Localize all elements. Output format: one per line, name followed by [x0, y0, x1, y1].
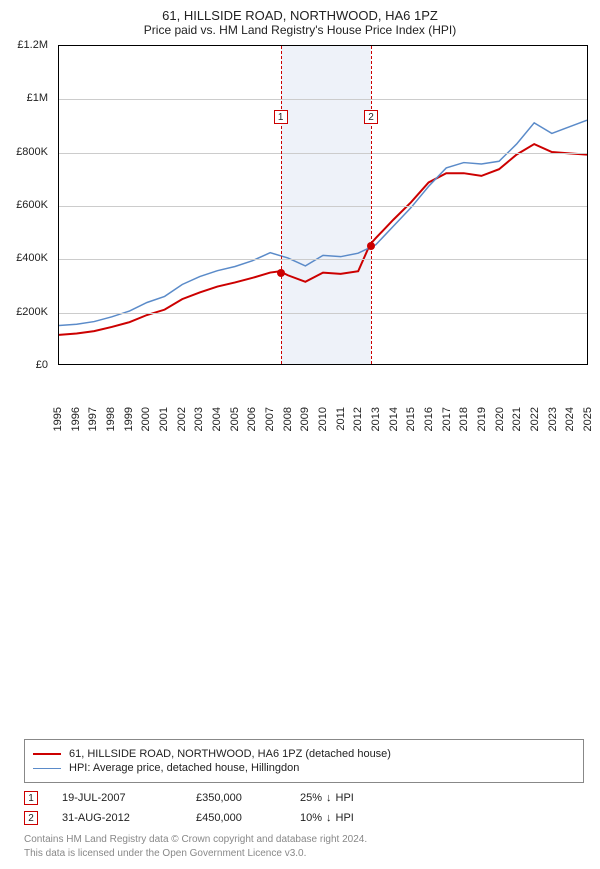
x-tick-label: 2011 — [335, 407, 347, 431]
x-tick-label: 2013 — [370, 407, 382, 431]
x-tick-label: 2003 — [193, 407, 205, 431]
event-badge: 1 — [274, 110, 288, 124]
event-date: 31-AUG-2012 — [62, 812, 172, 824]
y-tick-label: £200K — [16, 306, 48, 318]
x-axis-labels: 1995199619971998199920002001200220032004… — [58, 365, 588, 411]
x-tick-label: 2007 — [264, 407, 276, 431]
y-axis-labels: £0£200K£400K£600K£800K£1M£1.2M — [10, 45, 52, 365]
legend-label: HPI: Average price, detached house, Hill… — [69, 762, 299, 774]
footer-line-2: This data is licensed under the Open Gov… — [24, 847, 584, 861]
x-tick-label: 1997 — [87, 407, 99, 431]
x-tick-label: 2023 — [547, 407, 559, 431]
event-row: 1 19-JUL-2007 £350,000 25% ↓ HPI — [24, 791, 584, 805]
chart-area: £0£200K£400K£600K£800K£1M£1.2M 12 199519… — [10, 45, 590, 365]
series-hpi — [59, 120, 587, 325]
event-date: 19-JUL-2007 — [62, 792, 172, 804]
event-row: 2 31-AUG-2012 £450,000 10% ↓ HPI — [24, 811, 584, 825]
event-diff: 25% ↓ HPI — [300, 792, 354, 804]
x-tick-label: 1998 — [105, 407, 117, 431]
x-tick-label: 2008 — [282, 407, 294, 431]
event-diff-suffix: HPI — [336, 812, 354, 824]
events-table: 1 19-JUL-2007 £350,000 25% ↓ HPI 2 31-AUG-2012 £… — [24, 791, 584, 825]
plot-area: 12 — [58, 45, 588, 365]
event-marker-dot — [277, 269, 285, 277]
x-tick-label: 2024 — [564, 407, 576, 431]
x-tick-label: 2019 — [476, 407, 488, 431]
x-tick-label: 2010 — [317, 407, 329, 431]
line-series-svg — [59, 46, 587, 364]
x-tick-label: 1996 — [70, 407, 82, 431]
footer-line-1: Contains HM Land Registry data © Crown c… — [24, 833, 584, 847]
gridline — [59, 259, 587, 260]
x-tick-label: 1995 — [52, 407, 64, 431]
legend-swatch — [33, 768, 61, 769]
arrow-down-icon: ↓ — [326, 812, 332, 824]
legend-row: 61, HILLSIDE ROAD, NORTHWOOD, HA6 1PZ (d… — [33, 748, 575, 760]
chart-title: 61, HILLSIDE ROAD, NORTHWOOD, HA6 1PZ — [10, 8, 590, 23]
gridline — [59, 206, 587, 207]
y-tick-label: £800K — [16, 146, 48, 158]
x-tick-label: 2021 — [511, 407, 523, 431]
x-tick-label: 2022 — [529, 407, 541, 431]
x-tick-label: 2015 — [405, 407, 417, 431]
event-diff: 10% ↓ HPI — [300, 812, 354, 824]
x-tick-label: 2016 — [423, 407, 435, 431]
x-tick-label: 2018 — [458, 407, 470, 431]
event-vline — [371, 46, 372, 364]
x-tick-label: 2000 — [140, 407, 152, 431]
event-vline — [281, 46, 282, 364]
arrow-down-icon: ↓ — [326, 792, 332, 804]
event-diff-pct: 10% — [300, 812, 322, 824]
event-diff-pct: 25% — [300, 792, 322, 804]
y-tick-label: £400K — [16, 252, 48, 264]
legend: 61, HILLSIDE ROAD, NORTHWOOD, HA6 1PZ (d… — [24, 739, 584, 783]
y-tick-label: £600K — [16, 199, 48, 211]
x-tick-label: 2020 — [494, 407, 506, 431]
gridline — [59, 153, 587, 154]
event-marker-dot — [367, 242, 375, 250]
legend-row: HPI: Average price, detached house, Hill… — [33, 762, 575, 774]
event-price: £350,000 — [196, 792, 276, 804]
x-tick-label: 2017 — [441, 407, 453, 431]
under-chart: 61, HILLSIDE ROAD, NORTHWOOD, HA6 1PZ (d… — [10, 739, 590, 861]
event-price: £450,000 — [196, 812, 276, 824]
x-tick-label: 2025 — [582, 407, 594, 431]
y-tick-label: £0 — [36, 359, 48, 371]
x-tick-label: 2009 — [299, 407, 311, 431]
x-tick-label: 2005 — [229, 407, 241, 431]
x-tick-label: 2004 — [211, 407, 223, 431]
y-tick-label: £1M — [27, 92, 48, 104]
legend-swatch — [33, 753, 61, 755]
x-tick-label: 1999 — [123, 407, 135, 431]
legend-label: 61, HILLSIDE ROAD, NORTHWOOD, HA6 1PZ (d… — [69, 748, 391, 760]
gridline — [59, 313, 587, 314]
event-number: 1 — [24, 791, 38, 805]
chart-container: 61, HILLSIDE ROAD, NORTHWOOD, HA6 1PZ Pr… — [0, 0, 600, 869]
x-tick-label: 2002 — [176, 407, 188, 431]
footer-attribution: Contains HM Land Registry data © Crown c… — [24, 833, 584, 861]
chart-subtitle: Price paid vs. HM Land Registry's House … — [10, 23, 590, 37]
x-tick-label: 2014 — [388, 407, 400, 431]
y-tick-label: £1.2M — [17, 39, 48, 51]
event-badge: 2 — [364, 110, 378, 124]
x-tick-label: 2001 — [158, 407, 170, 431]
event-number: 2 — [24, 811, 38, 825]
x-tick-label: 2012 — [352, 407, 364, 431]
gridline — [59, 99, 587, 100]
event-diff-suffix: HPI — [336, 792, 354, 804]
x-tick-label: 2006 — [246, 407, 258, 431]
